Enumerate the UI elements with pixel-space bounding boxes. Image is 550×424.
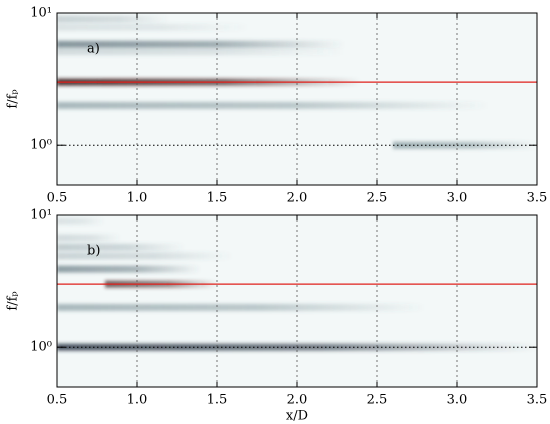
- panel-label: a): [87, 42, 100, 57]
- y-tick-label: 10⁰: [30, 340, 52, 355]
- y-axis-label: f/fₚ: [6, 89, 21, 108]
- x-tick-label: 2.5: [367, 393, 388, 408]
- x-tick-label: 0.5: [47, 191, 68, 206]
- x-tick-label: 3.0: [447, 191, 468, 206]
- x-tick-label: 2.0: [287, 393, 308, 408]
- y-tick-label: 10¹: [30, 6, 52, 21]
- spectral-band: [57, 217, 105, 225]
- x-tick-label: 2.0: [287, 191, 308, 206]
- x-tick-label: 1.0: [127, 393, 148, 408]
- spectral-band: [57, 101, 489, 109]
- x-tick-label: 3.0: [447, 393, 468, 408]
- y-axis-label: f/fₚ: [6, 291, 21, 310]
- spectral-band: [57, 252, 233, 260]
- x-axis-label: x/D: [286, 409, 308, 424]
- y-tick-label: 10¹: [30, 208, 52, 223]
- spectral-band: [57, 234, 121, 242]
- x-tick-label: 2.5: [367, 191, 388, 206]
- spectral-band: [57, 40, 345, 48]
- x-tick-label: 1.5: [207, 393, 228, 408]
- x-tick-label: 1.5: [207, 191, 228, 206]
- spectral-band: [57, 23, 249, 31]
- spectral-band: [57, 15, 169, 23]
- x-tick-label: 0.5: [47, 393, 68, 408]
- spectral-band: [57, 303, 425, 311]
- x-tick-label: 1.0: [127, 191, 148, 206]
- spectral-band: [57, 243, 185, 251]
- y-tick-label: 10⁰: [30, 138, 52, 153]
- spectral-band: [57, 265, 201, 273]
- x-tick-label: 3.5: [527, 191, 548, 206]
- panel-label: b): [87, 244, 100, 259]
- x-tick-label: 3.5: [527, 393, 548, 408]
- spectral-band: [57, 48, 345, 56]
